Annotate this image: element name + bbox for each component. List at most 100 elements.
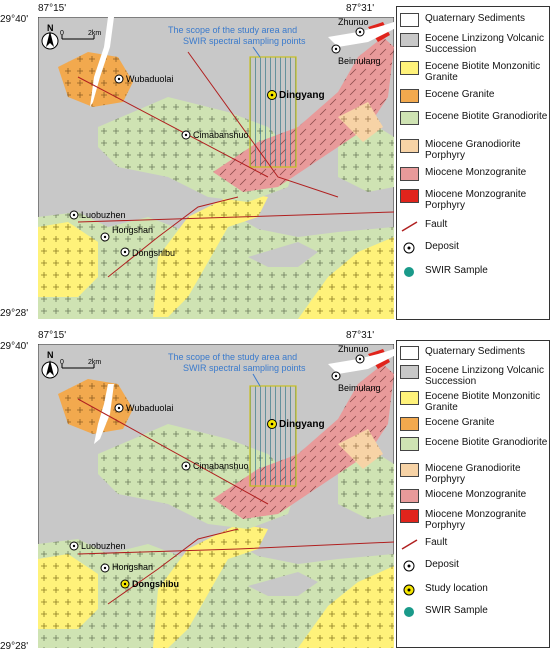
quaternary-sediment-channel (90, 17, 114, 107)
fault-icon (401, 221, 418, 232)
legend-swatch (400, 33, 419, 47)
deposit-icon-hongshan (100, 563, 110, 573)
legend-label: Fault (425, 537, 448, 548)
deposit-icon-zhunuo (355, 27, 365, 37)
latitude-label-north: 29°40' (0, 14, 29, 25)
legend-swatch (400, 346, 419, 360)
deposit-icon-cimabanshuo (181, 130, 191, 140)
callout-arrow (252, 46, 261, 58)
deposit-icon-wubaduolai (114, 403, 124, 413)
legend-label: Eocene Granite (425, 89, 495, 100)
place-dongshibu: Dongshibu (132, 248, 175, 258)
legend-swatch (400, 13, 419, 27)
deposit-icon-wubaduolai (114, 74, 124, 84)
monzonitic-granite-se (298, 566, 394, 648)
study-location-icon (403, 584, 415, 596)
fault-line (107, 528, 239, 605)
granodiorite-east (338, 127, 394, 192)
swir-sample-icon (404, 607, 414, 617)
deposit-icon-dongshibu (120, 247, 130, 257)
latitude-label-north: 29°40' (0, 341, 29, 352)
place-beimulang: Beimulang (338, 56, 381, 66)
callout-line2: SWIR spectral sampling points (183, 36, 306, 46)
callout-arrow (252, 373, 261, 387)
map-area: N 0 2km The scope of the study area and … (38, 17, 394, 319)
deposit-icon-luobuzhen (69, 210, 79, 220)
place-cimabanshuo: Cimabanshuo (193, 461, 249, 471)
monzonitic-granite-sw (38, 222, 98, 297)
latitude-label-south: 29°28' (0, 308, 29, 319)
legend-label: Deposit (425, 559, 459, 570)
map-area: N 0 2km The scope of the study area and … (38, 344, 394, 648)
longitude-label-west: 87°15' (38, 330, 67, 341)
study-location-icon-dongshibu (120, 579, 130, 589)
legend-swatch (400, 463, 419, 477)
monzonitic-granite-sw (38, 554, 98, 629)
latitude-label-south: 29°28' (0, 641, 29, 652)
legend-label: Eocene Biotite Monzonitic Granite (425, 391, 541, 413)
fault-line (187, 51, 339, 198)
place-hongshan: Hongshan (112, 225, 153, 235)
deposit-icon-luobuzhen (69, 541, 79, 551)
place-hongshan: Hongshan (112, 562, 153, 572)
fault-line (77, 398, 269, 505)
legend-swatch (400, 167, 419, 181)
legend-label: Eocene Linzizong Volcanic Succession (425, 33, 544, 55)
deposit-icon-zhunuo (355, 354, 365, 364)
longitude-label-east: 87°31' (346, 3, 375, 14)
study-area-box (249, 56, 297, 168)
legend-swatch (400, 391, 419, 405)
deposit-icon (403, 242, 415, 254)
legend-swatch (400, 437, 419, 451)
legend-label: Eocene Biotite Granodiorite (425, 111, 548, 122)
legend-swatch (400, 61, 419, 75)
legend-label: Miocene Monzogranite (425, 489, 527, 500)
deposit-icon-beimulang (331, 371, 341, 381)
longitude-label-east: 87°31' (346, 330, 375, 341)
deposit-icon-hongshan (100, 232, 110, 242)
legend-label: Deposit (425, 241, 459, 252)
legend-label: Quaternary Sediments (425, 13, 526, 24)
volcanic-outcrop-south (248, 572, 318, 596)
place-wubaduolai: Wubaduolai (126, 74, 173, 84)
place-beimulang: Beimulang (338, 383, 381, 393)
place-luobuzhen: Luobuzhen (81, 210, 126, 220)
legend-label: Miocene Monzogranite Porphyry (425, 509, 527, 531)
callout-line1: The scope of the study area and (168, 352, 297, 362)
scale-zero: 0 (60, 359, 64, 366)
legend-label: Eocene Linzizong Volcanic Succession (425, 365, 544, 387)
legend-label: Miocene Monzogranite (425, 167, 527, 178)
study-area-box (249, 385, 297, 487)
monzonitic-granite-central (153, 192, 268, 317)
fault-line (77, 76, 269, 178)
legend-label: Eocene Granite (425, 417, 495, 428)
legend-label: Eocene Biotite Monzonitic Granite (425, 61, 541, 83)
scale-distance: 2km (88, 359, 101, 366)
legend-label: Fault (425, 219, 448, 230)
monzonitic-granite-central (153, 524, 268, 648)
legend-swatch (400, 509, 419, 523)
granodiorite-south (38, 212, 394, 319)
legend-label: Eocene Biotite Granodiorite (425, 437, 548, 448)
deposit-icon-beimulang (331, 44, 341, 54)
geologic-map-panel-top: 87°15' 87°31' 29°40' 29°28' N 0 2km (0, 0, 550, 322)
swir-sample-icon (404, 267, 414, 277)
study-location-icon-dingyang (267, 419, 277, 429)
fault-line (77, 211, 394, 223)
place-dingyang: Dingyang (279, 419, 325, 430)
longitude-label-west: 87°15' (38, 3, 67, 14)
scale-distance: 2km (88, 30, 101, 37)
callout-line1: The scope of the study area and (168, 25, 297, 35)
north-label: N (47, 350, 54, 360)
legend-label: SWIR Sample (425, 265, 488, 276)
place-zhunuo: Zhunuo (338, 344, 369, 354)
granodiorite-porphyry (338, 429, 383, 469)
place-luobuzhen: Luobuzhen (81, 541, 126, 551)
scale-zero: 0 (60, 30, 64, 37)
legend-swatch (400, 489, 419, 503)
scale-bar: 0 2km (60, 359, 101, 369)
legend-label: Quaternary Sediments (425, 346, 526, 357)
legend-label: Miocene Granodiorite Porphyry (425, 139, 521, 161)
legend-swatch (400, 111, 419, 125)
legend: Quaternary Sediments Eocene Linzizong Vo… (396, 340, 550, 648)
